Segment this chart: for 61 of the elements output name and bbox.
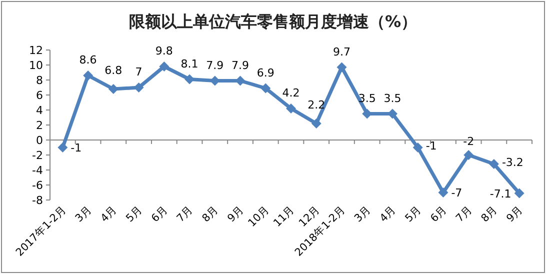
- x-tick-label: 5月: [402, 204, 424, 225]
- point: [134, 82, 144, 92]
- y-tick-label: 10: [29, 59, 43, 72]
- point: [159, 62, 170, 72]
- x-tick-label: 5月: [124, 204, 145, 225]
- y-tick-label: -2: [32, 149, 43, 162]
- data-label: 9.8: [155, 44, 173, 58]
- point: [286, 104, 296, 114]
- data-label: 6.8: [104, 64, 122, 77]
- x-tick-label: 10月: [246, 204, 272, 230]
- y-tick-label: -8: [32, 194, 43, 207]
- y-tick-label: 12: [29, 44, 43, 57]
- x-tick-label: 8月: [479, 204, 500, 225]
- point: [58, 142, 68, 152]
- x-tick-label: 11月: [271, 204, 298, 230]
- data-label: -7.1: [490, 187, 512, 200]
- y-tick-label: 8: [36, 74, 43, 87]
- data-label: 9.7: [332, 45, 350, 58]
- data-label: -1: [426, 140, 437, 152]
- point: [488, 159, 499, 169]
- y-tick-label: 4: [36, 104, 43, 117]
- point: [514, 188, 524, 198]
- point: [108, 84, 118, 94]
- x-tick-label: 3月: [352, 204, 374, 225]
- point: [438, 188, 448, 198]
- data-label: -7: [451, 186, 462, 200]
- y-tick-label: 2: [36, 119, 43, 132]
- x-tick-label: 7月: [174, 204, 196, 225]
- point: [464, 150, 474, 160]
- point: [184, 74, 195, 84]
- data-label: 7: [135, 66, 142, 78]
- point: [260, 83, 271, 94]
- data-label: 8.6: [79, 54, 97, 66]
- x-tick-label: 8月: [200, 204, 222, 225]
- data-label: 6.9: [256, 66, 274, 80]
- y-tick-label: -6: [32, 179, 43, 192]
- point: [311, 118, 322, 128]
- point: [210, 76, 220, 86]
- x-tick-label: 6月: [428, 204, 450, 225]
- y-tick-label: 6: [36, 89, 43, 102]
- data-label: 7.9: [206, 58, 224, 72]
- x-tick-label: 4月: [378, 204, 399, 225]
- y-tick-label: -4: [32, 164, 43, 177]
- chart-title: 限额以上单位汽车零售额月度增速（%）: [128, 12, 418, 31]
- x-tick-label: 7月: [454, 204, 475, 225]
- x-tick-label: 9月: [504, 204, 526, 225]
- x-tick-label: 6月: [149, 204, 170, 225]
- data-label: 7.9: [232, 58, 250, 72]
- data-label: -1: [70, 142, 82, 154]
- data-label: 4.2: [282, 86, 300, 100]
- x-tick-label: 4月: [98, 204, 120, 225]
- x-tick-label: 9月: [225, 204, 246, 225]
- y-tick-label: 0: [36, 134, 43, 147]
- data-label: -2: [463, 135, 474, 148]
- data-label: 8.1: [180, 57, 198, 70]
- point: [83, 70, 94, 80]
- data-label: 3.5: [384, 92, 402, 105]
- data-label: -3.2: [502, 156, 524, 169]
- point: [336, 62, 347, 72]
- point: [412, 142, 423, 152]
- x-tick-label: 3月: [73, 204, 94, 225]
